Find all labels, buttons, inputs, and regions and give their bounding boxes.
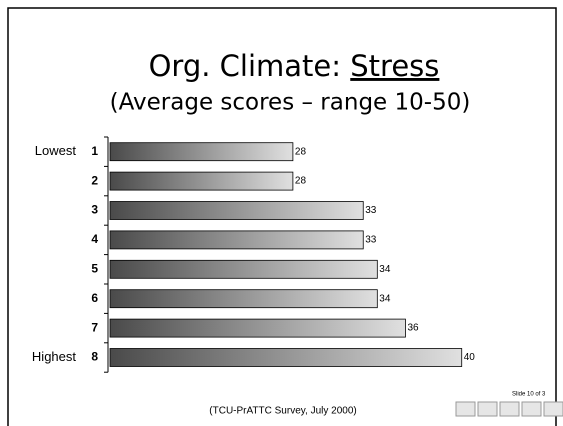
category-label: 1 <box>91 144 98 158</box>
category-label: 8 <box>91 350 98 364</box>
title-emphasis: Stress <box>350 49 439 83</box>
nav-menu[interactable] <box>543 401 563 417</box>
bar <box>109 171 294 191</box>
bar <box>109 230 364 250</box>
value-label: 33 <box>365 235 377 246</box>
slide-frame <box>7 7 557 426</box>
bar <box>109 259 378 279</box>
value-label: 28 <box>295 176 307 187</box>
nav-buttons <box>455 401 563 417</box>
value-label: 34 <box>379 264 391 275</box>
category-label: 6 <box>91 291 98 305</box>
row-label: Highest <box>32 349 76 364</box>
nav-last[interactable] <box>521 401 542 417</box>
bar <box>109 318 406 338</box>
nav-first[interactable] <box>455 401 476 417</box>
row-label: Lowest <box>35 143 77 158</box>
value-label: 28 <box>295 146 307 157</box>
bar <box>109 289 378 309</box>
nav-prev[interactable] <box>477 401 498 417</box>
category-label: 2 <box>91 173 98 187</box>
chart-subtitle: (Average scores – range 10-50) <box>110 90 471 116</box>
bar <box>109 348 463 367</box>
category-label: 3 <box>91 203 98 217</box>
value-label: 36 <box>407 323 419 334</box>
chart-title: Org. Climate: Stress <box>149 49 440 83</box>
bar <box>109 142 294 162</box>
bar <box>109 201 364 220</box>
slide-number: Slide 10 of 3 <box>512 392 546 398</box>
category-label: 5 <box>91 261 98 275</box>
category-label: 4 <box>91 232 98 246</box>
value-label: 34 <box>379 293 391 304</box>
category-label: 7 <box>91 320 98 334</box>
value-label: 33 <box>365 205 377 216</box>
source-note: (TCU-PrATTC Survey, July 2000) <box>209 406 356 417</box>
value-label: 40 <box>464 352 476 363</box>
title-text: Org. Climate: <box>149 49 341 83</box>
nav-next[interactable] <box>499 401 520 417</box>
